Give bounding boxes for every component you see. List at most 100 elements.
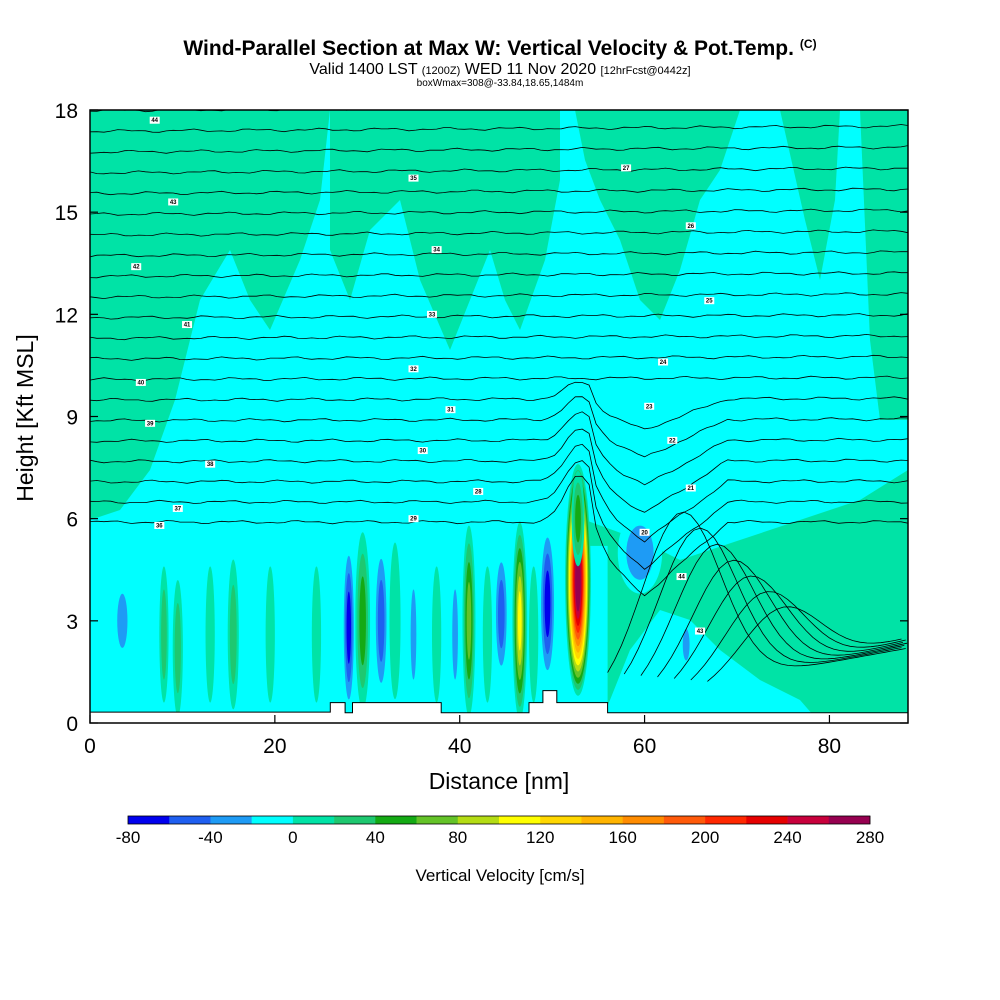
updraft-cell: [311, 566, 322, 703]
contour-label-box: [704, 297, 715, 305]
contour-label-box: [131, 263, 142, 271]
contour-label-box: [417, 447, 428, 455]
theta-contour: [90, 411, 908, 486]
colorbar-swatch: [499, 816, 541, 824]
subtitle-utc: (1200Z): [421, 65, 461, 77]
contour-label-box: [639, 528, 650, 536]
colorbar-swatch: [705, 816, 747, 824]
contour-label-text: 24: [660, 360, 667, 366]
contour-label-text: 23: [646, 404, 653, 410]
contour-label: 38: [205, 460, 216, 468]
green-band: [860, 110, 908, 420]
contour-label-box: [695, 627, 706, 635]
downdraft-cell: [410, 589, 417, 680]
contour-label-box: [426, 310, 437, 318]
chart-title-mark: (C): [799, 37, 817, 51]
theta-contour: [90, 124, 908, 133]
contour-label: 40: [135, 378, 146, 386]
updraft-cell: [576, 564, 580, 596]
contour-label-text: 43: [170, 200, 177, 206]
colorbar-swatch: [540, 816, 582, 824]
contour-label-text: 44: [678, 575, 685, 581]
colorbar-tick-label: 200: [691, 828, 719, 847]
x-tick-label: 60: [633, 735, 656, 758]
x-tick-label: 40: [448, 735, 471, 758]
x-axis-label: Distance [nm]: [429, 768, 570, 794]
contour-label-box: [182, 321, 193, 329]
contour-label: 37: [172, 504, 183, 512]
downdraft-cell: [682, 628, 690, 661]
contour-label: 36: [154, 521, 165, 529]
contour-label: 21: [685, 484, 696, 492]
colorbar-swatch: [746, 816, 788, 824]
green-band: [575, 110, 740, 320]
colorbar-tick-label: 160: [608, 828, 636, 847]
colorbar-tick-label: -40: [198, 828, 223, 847]
chart-title: Wind-Parallel Section at Max W: Vertical…: [0, 37, 1000, 61]
theta-contour: [90, 333, 908, 341]
contour-label: 22: [667, 436, 678, 444]
contour-label-text: 21: [687, 486, 694, 492]
green-band: [580, 470, 908, 723]
downdraft-cell: [498, 579, 505, 649]
theta-contours: 44 43 42 41 40 39 38 37 36 35 34 33 32 31 30 29 28 27 26 25…: [90, 83, 908, 682]
contour-label: 39: [145, 419, 156, 427]
colorbar-swatch: [292, 816, 335, 824]
downdraft-cell: [330, 566, 340, 703]
downdraft-cell: [377, 579, 385, 662]
colorbar-swatch: [128, 816, 170, 824]
contour-label-box: [408, 174, 419, 182]
contour-label-box: [154, 521, 165, 529]
theta-contour: [90, 292, 908, 300]
colorbar-swatch: [787, 816, 830, 824]
y-tick-label: 15: [55, 202, 78, 225]
y-tick-label: 18: [55, 100, 78, 123]
contour-label-text: 43: [697, 629, 704, 635]
contour-label: 41: [182, 321, 193, 329]
subtitle-date: WED 11 Nov 2020: [464, 61, 597, 78]
contour-label-box: [431, 246, 442, 254]
plot-area: 44 43 42 41 40 39 38 37 36 35 34 33 32 31 30 29 28 27 26 25…: [90, 83, 908, 723]
x-tick-label: 80: [818, 735, 841, 758]
contour-label: 24: [658, 358, 669, 366]
contour-label: 42: [131, 263, 142, 271]
theta-contour: [90, 271, 908, 279]
contour-label: 35: [408, 174, 419, 182]
contour-label-text: 42: [133, 265, 140, 271]
theta-contour: [90, 313, 908, 320]
lee-contour: [607, 511, 906, 673]
contour-label-box: [205, 460, 216, 468]
theta-contour: [90, 83, 908, 91]
downdraft-cell: [544, 570, 551, 638]
contour-label-text: 33: [429, 312, 436, 318]
contour-label: 29: [408, 515, 419, 523]
contour-label: 33: [426, 310, 437, 318]
contour-label-box: [676, 573, 687, 581]
green-band: [90, 110, 330, 520]
contour-label-box: [644, 402, 655, 410]
theta-contour: [90, 396, 908, 458]
terrain: [90, 690, 908, 723]
downdraft-cell: [247, 566, 257, 703]
lee-contour: [657, 559, 908, 678]
colorbar-swatch: [828, 816, 871, 824]
updraft-cell: [466, 581, 472, 660]
colorbar-tick-label: 280: [856, 828, 884, 847]
theta-contour: [90, 443, 908, 543]
contour-label-box: [168, 198, 179, 206]
contour-label-box: [658, 358, 669, 366]
contour-label-text: 31: [447, 408, 454, 414]
contour-label: 43: [168, 198, 179, 206]
downdraft-cell: [191, 566, 201, 703]
theta-contour: [90, 381, 908, 430]
x-tick-label: 20: [263, 735, 286, 758]
updraft-cell: [575, 494, 581, 543]
contour-label-box: [408, 365, 419, 373]
contour-label: 44: [149, 116, 160, 124]
contour-label-box: [172, 504, 183, 512]
colorbar-swatch: [581, 816, 623, 824]
updraft-cell: [174, 602, 181, 694]
contour-label: 25: [704, 297, 715, 305]
downdraft-cell: [288, 566, 298, 703]
